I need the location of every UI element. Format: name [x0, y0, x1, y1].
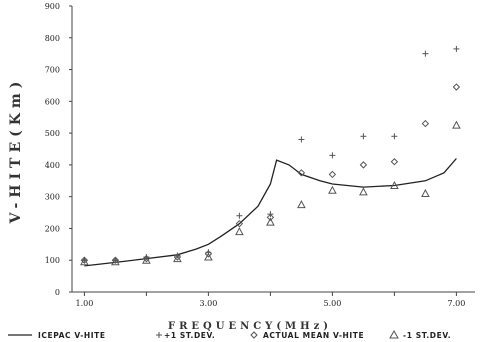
- x-tick-label: 1.00: [75, 299, 93, 308]
- data-point-diamond: [80, 256, 89, 264]
- x-tick-label: 5.00: [323, 299, 341, 308]
- x-axis-title: FREQUENCY(MHz): [168, 321, 332, 332]
- y-tick-label: 400: [45, 161, 60, 170]
- data-point-diamond: [173, 253, 182, 261]
- data-point-plus: [236, 212, 243, 219]
- data-point-diamond: [142, 254, 151, 263]
- data-point-diamond: [421, 119, 430, 128]
- data-point-triangle: [204, 252, 213, 261]
- data-point-diamond: [204, 250, 213, 258]
- data-point-diamond: [452, 83, 461, 91]
- y-tick-label: 0: [55, 288, 60, 297]
- legend-label: ACTUAL MEAN V-HITE: [263, 331, 364, 340]
- data-point-diamond: [111, 256, 120, 264]
- data-point-plus: [453, 45, 460, 52]
- legend-label: +1 ST.DEV.: [164, 331, 215, 340]
- y-tick-label: 500: [45, 129, 60, 138]
- data-point-triangle: [173, 254, 182, 263]
- y-tick-label: 100: [45, 256, 60, 265]
- legend-diamond-icon: [250, 331, 258, 339]
- data-point-triangle: [421, 188, 430, 197]
- data-point-triangle: [297, 200, 306, 209]
- data-point-triangle: [359, 187, 368, 196]
- data-point-triangle: [111, 257, 120, 266]
- x-tick-label: 3.00: [199, 299, 217, 308]
- y-tick-label: 900: [45, 2, 60, 11]
- data-point-triangle: [235, 227, 244, 236]
- data-point-diamond: [390, 158, 399, 166]
- y-tick-label: 200: [45, 224, 60, 233]
- y-tick-label: 600: [45, 97, 60, 106]
- data-point-diamond: [266, 213, 275, 222]
- data-point-plus: [329, 152, 336, 159]
- legend-item: -1 ST.DEV.: [389, 329, 451, 340]
- data-point-triangle: [390, 180, 399, 190]
- legend-item: ACTUAL MEAN V-HITE: [250, 331, 364, 340]
- data-point-diamond: [359, 161, 368, 169]
- legend-label: ICEPAC V-HITE: [38, 331, 106, 340]
- legend-label: -1 ST.DEV.: [403, 331, 451, 340]
- data-point-plus: [391, 133, 398, 140]
- x-tick-label: 7.00: [447, 299, 465, 308]
- y-axis-title: V-HITE(Km): [8, 77, 24, 225]
- y-tick-label: 800: [45, 34, 60, 43]
- legend-triangle-icon: [389, 329, 399, 339]
- legend-item: ICEPAC V-HITE: [8, 331, 106, 340]
- data-point-triangle: [80, 257, 89, 266]
- data-point-triangle: [328, 185, 337, 194]
- data-point-diamond: [235, 219, 244, 228]
- data-point-triangle: [452, 120, 461, 129]
- data-point-triangle: [266, 217, 275, 226]
- data-point-diamond: [328, 170, 337, 179]
- y-tick-label: 700: [45, 66, 60, 75]
- series-icepac-line: [84, 158, 457, 267]
- data-point-triangle: [142, 255, 151, 264]
- data-point-plus: [298, 136, 305, 143]
- y-tick-label: 300: [45, 193, 60, 202]
- data-point-plus: [360, 133, 367, 140]
- legend-item: +1 ST.DEV.: [156, 331, 215, 340]
- data-point-plus: [422, 50, 429, 57]
- data-point-diamond: [297, 169, 306, 177]
